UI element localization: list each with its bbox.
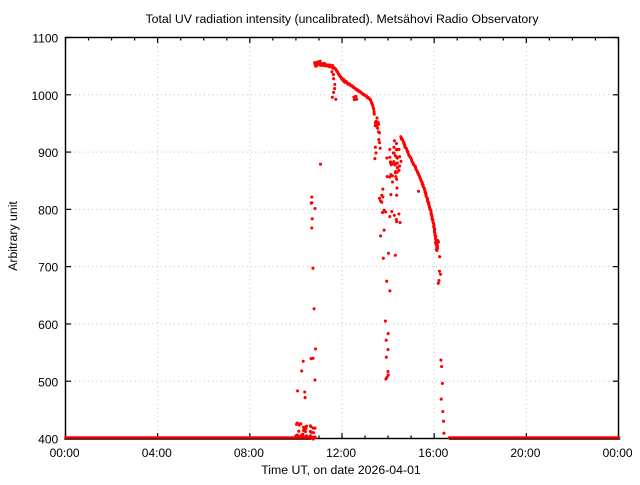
svg-text:16:00: 16:00 <box>418 446 448 460</box>
svg-text:Total UV radiation intensity (: Total UV radiation intensity (uncalibrat… <box>145 12 539 26</box>
svg-text:500: 500 <box>38 375 58 389</box>
svg-text:08:00: 08:00 <box>234 446 264 460</box>
svg-text:400: 400 <box>38 433 58 447</box>
svg-text:Arbitrary unit: Arbitrary unit <box>6 201 20 271</box>
svg-text:800: 800 <box>38 204 58 218</box>
svg-text:04:00: 04:00 <box>142 446 172 460</box>
svg-text:Time UT, on date 2026-04-01: Time UT, on date 2026-04-01 <box>261 463 421 477</box>
svg-text:20:00: 20:00 <box>510 446 540 460</box>
svg-text:1100: 1100 <box>32 32 58 46</box>
svg-text:600: 600 <box>38 318 58 332</box>
svg-text:700: 700 <box>38 261 58 275</box>
svg-text:00:00: 00:00 <box>603 446 633 460</box>
svg-text:1000: 1000 <box>31 89 58 103</box>
svg-text:900: 900 <box>38 146 58 160</box>
svg-text:00:00: 00:00 <box>50 446 80 460</box>
svg-text:12:00: 12:00 <box>326 446 356 460</box>
